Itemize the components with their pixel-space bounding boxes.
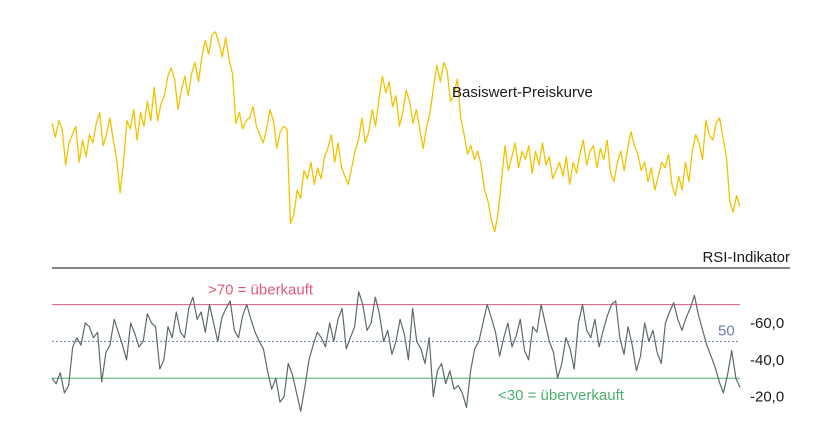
price-chart: Basiswert-Preiskurve — [51, 31, 741, 233]
rsi-chart: >70 = überkauft 50 <30 = überverkauft -60,… — [51, 282, 784, 412]
price-line — [51, 31, 741, 233]
rsi-tick-label: -40,0 — [750, 352, 784, 369]
rsi-line — [51, 291, 741, 412]
rsi-title: RSI-Indikator — [702, 249, 790, 266]
reference-label-30: <30 = überverkauft — [498, 387, 625, 404]
reference-label-50: 50 — [718, 322, 735, 339]
rsi-ticks: -60,0 -40,0 -20,0 — [750, 315, 784, 406]
price-series-label: Basiswert-Preiskurve — [452, 84, 593, 101]
rsi-tick-label: -60,0 — [750, 315, 784, 332]
reference-label-70: >70 = überkauft — [208, 282, 314, 299]
rsi-tick-label: -20,0 — [750, 389, 784, 406]
